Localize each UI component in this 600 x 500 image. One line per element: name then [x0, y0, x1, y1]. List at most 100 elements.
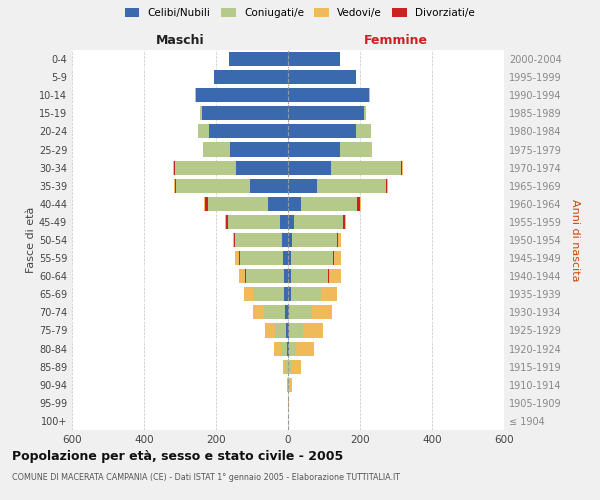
Bar	[229, 52, 288, 66]
Bar	[401, 160, 402, 174]
Bar	[246, 269, 284, 283]
Bar	[226, 215, 228, 229]
Bar	[175, 178, 176, 193]
Bar	[285, 306, 288, 320]
Bar	[301, 197, 358, 211]
Bar	[334, 251, 341, 265]
Bar	[239, 269, 245, 283]
Bar	[283, 251, 288, 265]
Bar	[286, 324, 288, 338]
Bar	[209, 124, 288, 138]
Bar	[250, 178, 288, 193]
Bar	[291, 360, 301, 374]
Bar	[288, 378, 289, 392]
Legend: Celibi/Nubili, Coniugati/e, Vedovi/e, Divorziati/e: Celibi/Nubili, Coniugati/e, Vedovi/e, Di…	[122, 5, 478, 21]
Bar	[312, 306, 332, 320]
Bar	[288, 306, 289, 320]
Bar	[321, 287, 337, 302]
Bar	[281, 342, 287, 355]
Bar	[286, 360, 288, 374]
Bar	[337, 233, 338, 247]
Bar	[233, 233, 234, 247]
Bar	[287, 342, 288, 355]
Bar	[289, 378, 292, 392]
Bar	[228, 215, 280, 229]
Bar	[288, 52, 340, 66]
Bar	[329, 269, 341, 283]
Bar	[288, 360, 291, 374]
Bar	[176, 178, 250, 193]
Bar	[284, 269, 288, 283]
Bar	[289, 306, 312, 320]
Bar	[174, 178, 175, 193]
Bar	[230, 142, 288, 156]
Bar	[240, 251, 283, 265]
Bar	[288, 178, 317, 193]
Bar	[358, 197, 360, 211]
Bar	[254, 287, 284, 302]
Bar	[288, 124, 356, 138]
Bar	[290, 287, 321, 302]
Bar	[340, 142, 371, 156]
Bar	[234, 233, 235, 247]
Bar	[264, 306, 285, 320]
Bar	[343, 215, 345, 229]
Bar	[303, 324, 323, 338]
Bar	[338, 233, 341, 247]
Bar	[235, 251, 239, 265]
Text: COMUNE DI MACERATA CAMPANIA (CE) - Dati ISTAT 1° gennaio 2005 - Elaborazione TUT: COMUNE DI MACERATA CAMPANIA (CE) - Dati …	[12, 472, 400, 482]
Bar	[253, 306, 264, 320]
Bar	[289, 342, 296, 355]
Bar	[283, 360, 286, 374]
Text: Femmine: Femmine	[364, 34, 428, 48]
Bar	[291, 251, 332, 265]
Text: Maschi: Maschi	[155, 34, 205, 48]
Bar	[288, 287, 290, 302]
Bar	[284, 287, 288, 302]
Bar	[196, 88, 288, 102]
Bar	[288, 342, 289, 355]
Bar	[200, 106, 202, 120]
Bar	[244, 287, 254, 302]
Bar	[364, 106, 366, 120]
Bar	[245, 269, 246, 283]
Bar	[328, 269, 329, 283]
Bar	[317, 178, 386, 193]
Bar	[235, 233, 281, 247]
Bar	[292, 233, 337, 247]
Bar	[239, 251, 240, 265]
Bar	[274, 342, 281, 355]
Bar	[296, 342, 314, 355]
Bar	[288, 215, 294, 229]
Bar	[214, 70, 288, 84]
Bar	[360, 197, 361, 211]
Bar	[331, 160, 401, 174]
Bar	[174, 160, 175, 174]
Bar	[288, 70, 356, 84]
Bar	[175, 160, 236, 174]
Bar	[275, 324, 286, 338]
Bar	[280, 215, 288, 229]
Bar	[289, 324, 303, 338]
Bar	[290, 269, 328, 283]
Bar	[202, 106, 288, 120]
Bar	[288, 324, 289, 338]
Bar	[332, 251, 334, 265]
Text: Popolazione per età, sesso e stato civile - 2005: Popolazione per età, sesso e stato civil…	[12, 450, 343, 463]
Bar	[288, 233, 292, 247]
Bar	[236, 160, 288, 174]
Bar	[294, 215, 343, 229]
Bar	[287, 378, 288, 392]
Bar	[203, 142, 230, 156]
Bar	[369, 88, 370, 102]
Bar	[268, 197, 288, 211]
Bar	[205, 197, 208, 211]
Bar	[173, 160, 174, 174]
Bar	[288, 197, 301, 211]
Bar	[402, 160, 403, 174]
Bar	[265, 324, 275, 338]
Y-axis label: Anni di nascita: Anni di nascita	[570, 198, 580, 281]
Bar	[288, 269, 290, 283]
Bar	[288, 142, 340, 156]
Bar	[208, 197, 268, 211]
